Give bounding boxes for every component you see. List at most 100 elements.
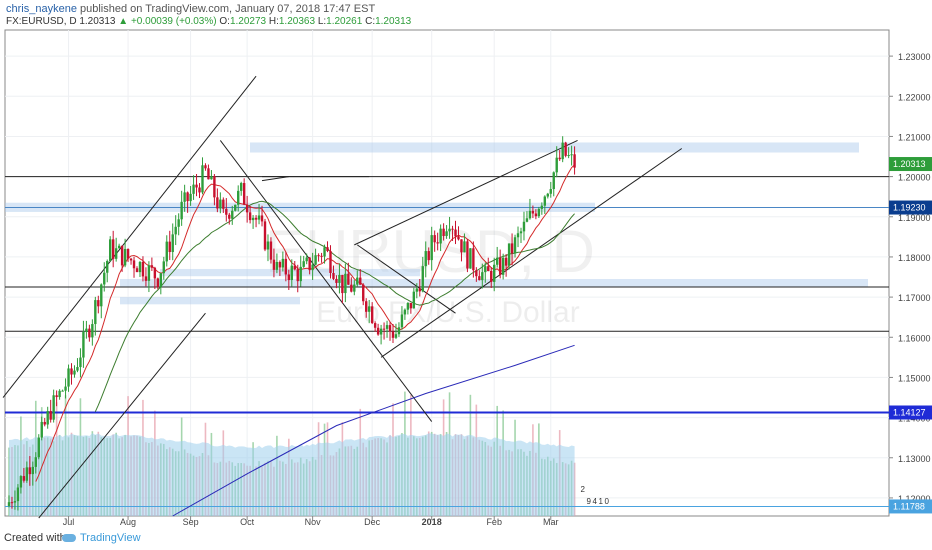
candle-body (34, 457, 37, 467)
candle-body (448, 228, 451, 232)
low-label: L: (317, 16, 327, 27)
candle-body (284, 258, 288, 275)
candle-body (350, 284, 353, 292)
candle-body (481, 272, 484, 281)
candle-body (531, 210, 535, 214)
time-axis[interactable]: Jul Aug Sep Oct Nov Dec 2018 Feb Mar (63, 516, 559, 527)
candle-body (177, 219, 180, 227)
x-tick-label: Dec (364, 517, 381, 527)
candle-body (263, 221, 267, 250)
candlestick-series (7, 136, 576, 511)
x-tick-label: Feb (486, 517, 502, 527)
high-label: H: (268, 16, 279, 27)
candle-body (22, 476, 26, 481)
y-tick-label: 1.18000 (898, 253, 931, 263)
low-value: 1.20261 (326, 16, 363, 27)
tradingview-logo[interactable]: TradingView (62, 532, 141, 544)
author-link[interactable]: chris_naykene (6, 3, 77, 15)
y-tick-label: 1.13000 (898, 454, 931, 464)
candle-body (516, 233, 520, 238)
trend-line (380, 148, 683, 358)
candle-body (132, 260, 136, 269)
price-tag-label: 1.19230 (893, 203, 926, 213)
candle-body (373, 323, 377, 328)
close-value: 1.20313 (375, 16, 412, 27)
candle-body (495, 257, 499, 265)
candle-body (534, 213, 538, 217)
candle-body (344, 273, 347, 294)
candle-body (394, 334, 398, 338)
candle-body (370, 306, 374, 324)
candle-body (356, 277, 359, 285)
price-chart[interactable]: EURUSD, D Euro FX/U.S. Dollar 29 4 1 0 1.23… (0, 0, 932, 528)
candle-body (186, 192, 189, 202)
candle-body (519, 231, 523, 234)
candle-body (70, 368, 73, 375)
candle-body (463, 241, 466, 253)
candle-body (10, 502, 14, 504)
candle-body (498, 257, 502, 275)
candle-body (442, 228, 445, 236)
indicator-marker: 2 (581, 485, 586, 494)
candle-body (239, 183, 243, 191)
x-tick-label: 2018 (422, 517, 442, 527)
candle-body (490, 271, 493, 282)
candle-body (198, 187, 201, 193)
candle-body (123, 248, 127, 266)
y-tick-label: 1.23000 (898, 52, 931, 62)
candle-body (67, 368, 70, 387)
candle-body (540, 205, 544, 209)
candle-body (129, 258, 133, 261)
candle-body (165, 241, 168, 262)
candle-body (525, 218, 529, 222)
open-label: O: (219, 16, 230, 27)
candle-body (299, 266, 302, 282)
candle-body (445, 231, 448, 236)
candle-body (210, 176, 213, 180)
candle-body (472, 248, 475, 271)
candle-body (73, 370, 76, 375)
candle-body (311, 264, 314, 271)
created-with-text: Created with (4, 532, 66, 544)
candle-body (135, 268, 139, 273)
candle-body (138, 261, 142, 273)
candle-body (141, 261, 145, 277)
price-tag (889, 200, 932, 215)
candle-body (436, 242, 439, 244)
x-tick-label: Aug (120, 517, 136, 527)
x-tick-label: Mar (543, 517, 559, 527)
candle-body (558, 157, 561, 160)
candle-body (487, 266, 490, 272)
candle-body (162, 261, 165, 274)
chart-grid (5, 30, 889, 516)
volume-area (9, 433, 575, 516)
candle-body (82, 332, 85, 358)
price-tag-label: 1.14127 (893, 407, 926, 417)
publish-info: published on TradingView.com, January 07… (80, 3, 376, 15)
brand-label: TradingView (80, 532, 141, 544)
candle-body (287, 274, 291, 281)
candle-body (222, 199, 225, 209)
price-axis[interactable]: 1.23000 1.22000 1.21000 1.20000 1.19000 1.180… (889, 52, 932, 514)
candle-body (231, 210, 234, 219)
candle-body (543, 196, 547, 206)
candle-body (561, 142, 564, 160)
candle-body (493, 264, 496, 282)
candle-body (290, 265, 293, 281)
trend-line (2, 75, 257, 398)
candle-body (207, 168, 210, 180)
trend-line (356, 244, 456, 314)
candle-body (183, 192, 186, 202)
candle-body (278, 261, 282, 268)
candle-body (302, 261, 305, 267)
y-tick-label: 1.15000 (898, 373, 931, 383)
candle-body (114, 248, 118, 259)
symbol-label: FX:EURUSD, D (6, 16, 77, 27)
candle-body (365, 301, 368, 312)
candle-body (379, 328, 383, 335)
y-tick-label: 1.19000 (898, 213, 931, 223)
candle-body (418, 288, 421, 292)
candle-body (433, 235, 436, 243)
candle-body (430, 235, 433, 261)
candle-body (216, 197, 219, 209)
